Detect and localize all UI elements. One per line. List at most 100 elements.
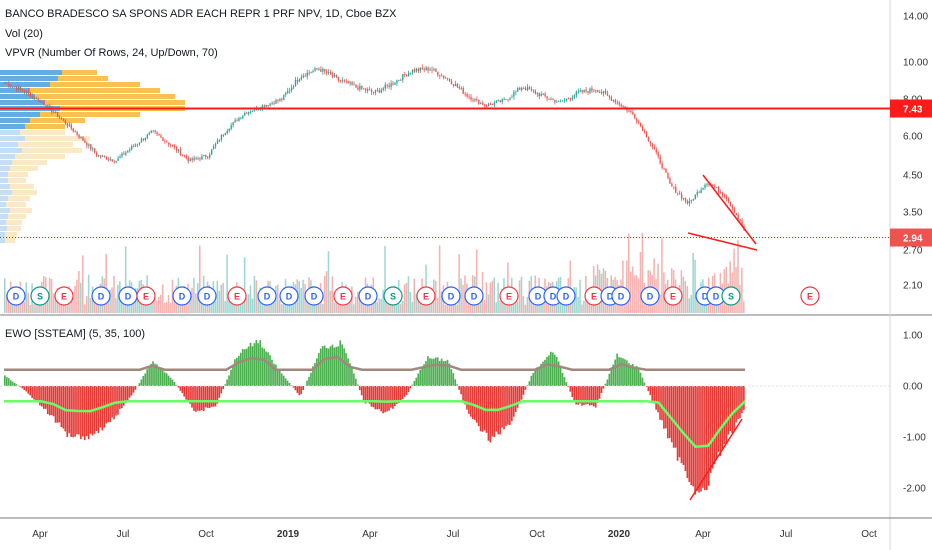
ewo-bar — [421, 368, 423, 386]
ewo-bar — [50, 386, 53, 416]
vpvr-up-bar — [0, 160, 12, 165]
volume-bar — [409, 292, 412, 313]
volume-bar — [355, 296, 357, 313]
candle-body — [10, 86, 12, 88]
ewo-bar — [676, 386, 679, 461]
candle-body — [131, 146, 133, 150]
candle-body — [407, 72, 410, 77]
volume-bar — [395, 302, 398, 313]
volume-bar — [60, 302, 63, 313]
ewo-bar — [709, 386, 712, 473]
candle-body — [682, 197, 685, 199]
candle-body — [322, 68, 324, 72]
ewo-bar — [514, 386, 517, 412]
vpvr-down-bar — [20, 130, 65, 135]
ewo-bar — [288, 382, 291, 386]
candle-body — [80, 137, 82, 138]
candle-body — [425, 67, 427, 70]
volume-bar — [475, 249, 478, 313]
candle-body — [210, 149, 213, 155]
candle-body — [8, 83, 10, 87]
volume-bar — [154, 297, 156, 313]
ewo-tick-label: -2.00 — [903, 484, 926, 495]
ewo-bar — [635, 366, 638, 386]
volume-bar — [577, 296, 579, 313]
candle-body — [312, 70, 314, 73]
event-marker-E — [499, 286, 519, 306]
ewo-bar — [204, 386, 207, 408]
event-marker-D — [6, 286, 26, 306]
volume-bar — [249, 285, 252, 313]
volume-bar — [228, 298, 230, 313]
candle-body — [140, 138, 143, 143]
event-marker-letter: D — [179, 292, 186, 302]
ewo-bar — [220, 386, 223, 394]
ewo-bar — [434, 357, 437, 386]
candle-body — [634, 114, 636, 119]
volume-bar — [85, 296, 88, 313]
volume-bar — [499, 300, 501, 313]
ewo-bar — [115, 386, 117, 416]
ewo-bar — [199, 386, 201, 411]
candle-body — [639, 122, 642, 127]
candle-body — [431, 69, 433, 71]
candle-body — [121, 153, 123, 157]
ewo-bar — [347, 358, 349, 386]
volume-bar — [351, 286, 353, 313]
volume-bar — [512, 302, 515, 313]
vpvr-down-bar — [7, 226, 21, 231]
ewo-bar — [612, 364, 615, 386]
candle-body — [599, 91, 601, 93]
candle-body — [53, 111, 55, 113]
candle-body — [382, 88, 384, 90]
ewo-bar — [360, 386, 363, 396]
event-marker-letter: D — [550, 292, 557, 302]
ewo-upper-signal — [4, 355, 745, 371]
candle-body — [680, 194, 683, 199]
candle-body — [283, 94, 285, 100]
ewo-bar — [600, 386, 603, 394]
ewo-bar — [405, 386, 408, 395]
candle-body — [493, 102, 496, 105]
ewo-bar — [140, 379, 143, 386]
candle-body — [632, 111, 634, 115]
candle-body — [561, 100, 564, 102]
price-tick-label: 2.10 — [903, 281, 923, 292]
candle-body — [444, 77, 447, 79]
candle-body — [509, 97, 511, 100]
candle-body — [487, 103, 490, 107]
candle-body — [675, 186, 677, 193]
candle-body — [27, 91, 30, 94]
candle-body — [657, 152, 659, 157]
ewo-bar — [553, 354, 556, 386]
candle-body — [324, 68, 326, 72]
ewo-bar — [464, 386, 466, 405]
volume-bar — [690, 294, 692, 313]
ewo-bar — [41, 386, 43, 407]
ewo-bar — [390, 386, 392, 408]
volume-bar — [82, 255, 84, 313]
volume-label: Vol (20) — [5, 28, 43, 40]
ewo-bar — [239, 352, 242, 386]
volume-bar — [280, 304, 283, 313]
candle-body — [240, 118, 242, 119]
candle-body — [513, 92, 515, 97]
ewo-bar — [134, 386, 137, 390]
ewo-bar — [275, 364, 277, 386]
ewo-bar — [119, 386, 121, 409]
volume-bar — [684, 281, 687, 313]
price-tick-label: 10.00 — [903, 58, 928, 69]
candle-body — [700, 189, 702, 193]
candle-body — [74, 131, 76, 133]
volume-bar — [251, 298, 254, 313]
volume-bar — [403, 284, 406, 313]
candle-body — [398, 79, 400, 81]
ewo-bar — [629, 365, 632, 386]
candle-body — [109, 159, 111, 161]
candle-body — [536, 92, 539, 94]
candle-body — [214, 143, 217, 147]
candle-body — [704, 184, 706, 188]
candle-body — [491, 104, 494, 106]
ewo-bar — [413, 380, 416, 386]
